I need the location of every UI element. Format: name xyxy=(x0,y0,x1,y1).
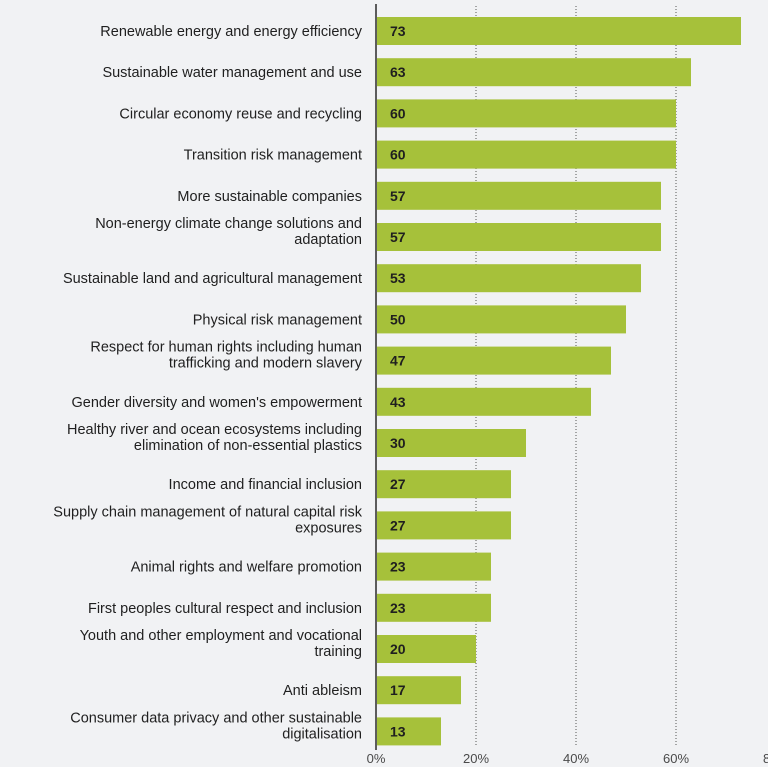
category-label: Anti ableism xyxy=(283,683,362,699)
category-label: Renewable energy and energy efficiency xyxy=(100,24,362,40)
category-label: Youth and other employment and vocationa… xyxy=(80,628,362,660)
x-tick-label: 80% xyxy=(763,751,768,766)
x-axis-ticks: 0% 20% 40% 60% 80% xyxy=(367,751,768,766)
x-tick-label: 40% xyxy=(563,751,589,766)
value-label: 17 xyxy=(390,682,406,698)
category-label: Non-energy climate change solutions and a… xyxy=(95,216,362,248)
bar xyxy=(377,223,661,251)
category-label: Animal rights and welfare promotion xyxy=(131,560,362,576)
value-label: 27 xyxy=(390,517,406,533)
value-label: 50 xyxy=(390,311,406,327)
category-label: More sustainable companies xyxy=(177,189,362,205)
value-label: 60 xyxy=(390,105,406,121)
value-label: 63 xyxy=(390,64,406,80)
category-label: Supply chain management of natural capit… xyxy=(53,504,362,536)
category-label: Healthy river and ocean ecosystems inclu… xyxy=(67,422,362,454)
bar xyxy=(377,140,676,169)
value-label: 27 xyxy=(390,476,406,492)
gridlines xyxy=(475,6,677,746)
category-label: Sustainable land and agricultural manage… xyxy=(63,271,362,287)
value-label: 23 xyxy=(390,600,406,616)
bar xyxy=(377,264,641,293)
bar xyxy=(377,305,626,334)
category-label: Gender diversity and women's empowerment xyxy=(72,395,362,411)
x-tick-label: 60% xyxy=(663,751,689,766)
category-label: Consumer data privacy and other sustaina… xyxy=(70,710,362,742)
value-label: 53 xyxy=(390,270,406,286)
bar xyxy=(377,593,491,622)
category-label: Physical risk management xyxy=(193,312,362,328)
bar xyxy=(377,346,611,375)
value-label: 30 xyxy=(390,435,406,451)
category-label: Transition risk management xyxy=(184,148,362,164)
bar xyxy=(377,511,511,540)
bar xyxy=(377,676,461,705)
x-tick-label: 0% xyxy=(367,751,386,766)
category-label: Circular economy reuse and recycling xyxy=(119,106,362,122)
bar xyxy=(377,99,676,128)
category-labels: Renewable energy and energy efficiency Su… xyxy=(53,24,362,742)
value-label: 73 xyxy=(390,23,406,39)
bar xyxy=(377,181,661,210)
bar xyxy=(377,58,691,87)
bar xyxy=(377,429,526,457)
value-label: 43 xyxy=(390,394,406,410)
value-label: 47 xyxy=(390,353,406,369)
value-label: 57 xyxy=(390,188,406,204)
value-label: 23 xyxy=(390,559,406,575)
category-label: Sustainable water management and use xyxy=(102,65,362,81)
value-label: 13 xyxy=(390,723,406,739)
value-label: 60 xyxy=(390,147,406,163)
category-label: Respect for human rights including human… xyxy=(90,340,362,372)
category-label: First peoples cultural respect and inclu… xyxy=(88,601,362,617)
bar xyxy=(377,717,441,746)
category-label: Income and financial inclusion xyxy=(169,477,362,493)
bar xyxy=(377,552,491,581)
bar xyxy=(377,387,591,416)
value-label: 57 xyxy=(390,229,406,245)
bar xyxy=(377,17,741,45)
bar xyxy=(377,470,511,499)
value-labels: 73 63 60 60 57 57 53 50 47 43 30 27 27 23 23 20 17 13 xyxy=(390,23,406,739)
value-label: 20 xyxy=(390,641,406,657)
bars xyxy=(377,17,741,746)
bar xyxy=(377,635,476,663)
x-tick-label: 20% xyxy=(463,751,489,766)
